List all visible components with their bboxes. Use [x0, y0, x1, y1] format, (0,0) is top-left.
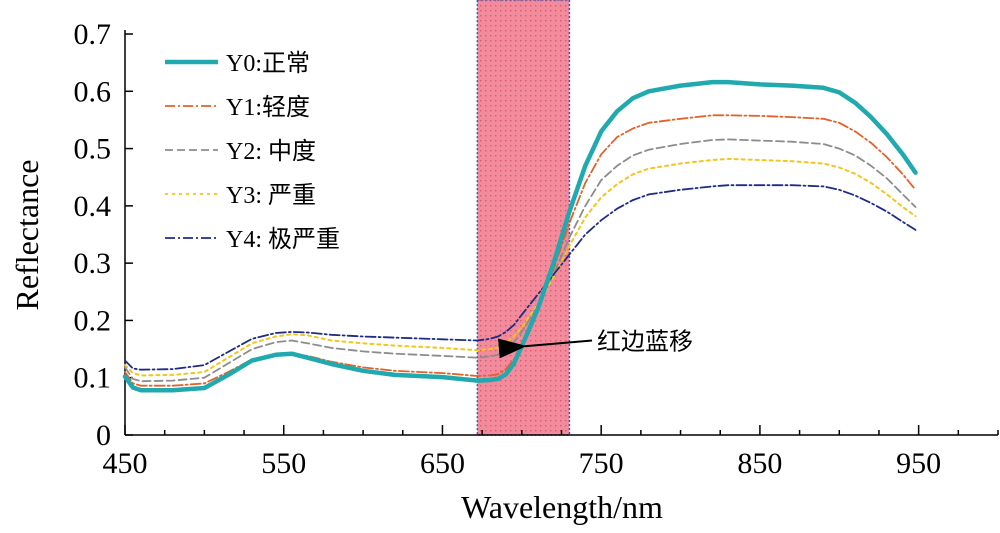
y-axis-title: Reflectance [9, 160, 45, 311]
y-tick-label: 0.6 [74, 75, 112, 108]
series-lines [122, 79, 918, 393]
red-edge-annotation: 红边蓝移 [497, 327, 693, 359]
series-line-y3 [124, 157, 917, 377]
axes: 0 0.1 0.2 0.3 0.4 0.5 0.6 0.7 450 550 650 750 850 950 [74, 18, 999, 480]
annotation-label: 红边蓝移 [597, 327, 693, 355]
y-tick-label: 0.5 [74, 133, 112, 166]
y-tick-label: 0 [96, 419, 111, 452]
series-line-y4 [124, 184, 917, 371]
band-texture [477, 0, 570, 435]
x-tick-label: 950 [896, 447, 941, 480]
y-tick-label: 0.2 [74, 304, 112, 337]
x-tick-label: 550 [261, 447, 306, 480]
series-line-y0 [122, 79, 918, 393]
red-edge-band [476, 0, 571, 436]
legend: Y0:正常 Y1:轻度 Y2: 中度 Y3: 严重 Y4: 极严重 [165, 50, 340, 253]
x-tick-label: 850 [737, 447, 782, 480]
legend-label: Y4: 极严重 [226, 226, 340, 253]
annotation-arrow [497, 338, 593, 359]
y-tick-label: 0.7 [74, 18, 112, 51]
x-tick-label: 650 [420, 447, 465, 480]
y-tick-label: 0.3 [74, 247, 112, 280]
y-tick-label: 0.4 [74, 190, 112, 223]
x-tick-label: 450 [103, 447, 148, 480]
legend-label: Y3: 严重 [226, 182, 316, 209]
x-tick-label: 750 [579, 447, 624, 480]
series-line-y2 [124, 138, 917, 383]
legend-label: Y2: 中度 [226, 138, 316, 165]
x-axis-title: Wavelength/nm [461, 489, 663, 525]
y-tick-label: 0.1 [74, 362, 112, 395]
legend-label: Y1:轻度 [226, 94, 310, 121]
legend-label: Y0:正常 [226, 50, 310, 77]
